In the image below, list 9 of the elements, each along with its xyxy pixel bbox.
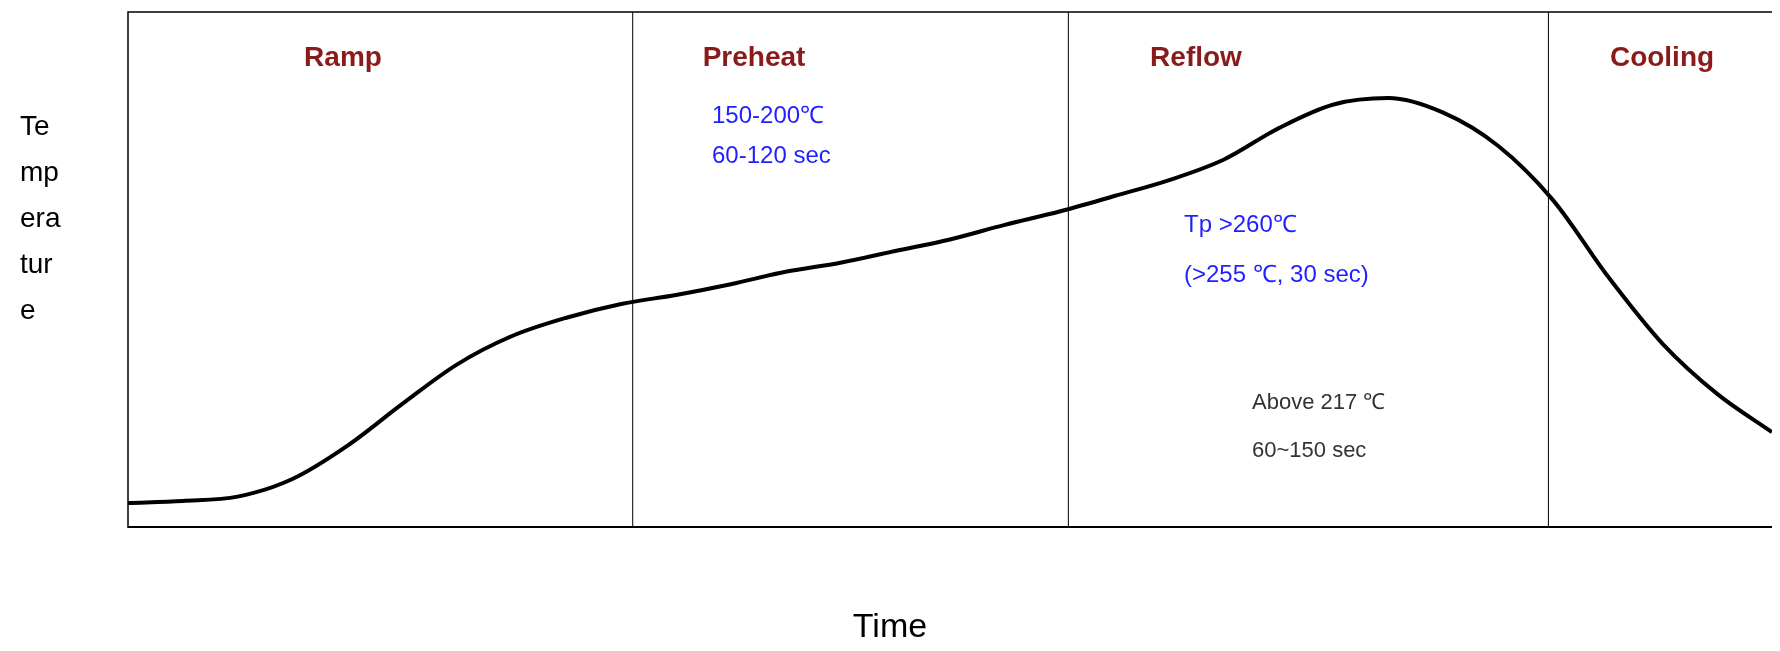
text: Reflow — [1150, 40, 1243, 72]
annotation: Tp >260℃ (>255 ℃, 30 sec) — [1184, 209, 1369, 287]
text: Cooling — [1609, 40, 1715, 72]
annotation: Above 217 ℃ 60~150 sec — [1252, 389, 1386, 463]
x-axis-title: Time — [851, 606, 929, 645]
text: Ramp — [304, 40, 382, 72]
text: Preheat — [702, 40, 806, 72]
y-axis-title: Temperature — [20, 109, 62, 327]
annotation: 150-200℃ 60-120 sec — [712, 100, 831, 168]
